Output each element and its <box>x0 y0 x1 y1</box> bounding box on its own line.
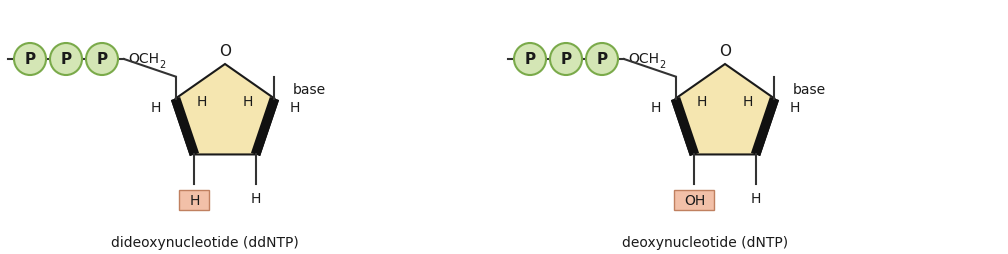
Text: H: H <box>150 100 160 114</box>
Circle shape <box>514 44 546 76</box>
Text: P: P <box>597 52 608 67</box>
Text: P: P <box>97 52 108 67</box>
Circle shape <box>86 44 118 76</box>
Text: 2: 2 <box>659 60 665 70</box>
FancyBboxPatch shape <box>674 191 715 211</box>
Polygon shape <box>675 65 774 155</box>
Text: P: P <box>560 52 572 67</box>
Text: deoxynucleotide (dNTP): deoxynucleotide (dNTP) <box>622 235 788 249</box>
Circle shape <box>14 44 46 76</box>
Text: P: P <box>24 52 35 67</box>
Text: H: H <box>750 192 761 206</box>
Text: H: H <box>250 192 261 206</box>
Polygon shape <box>675 65 774 155</box>
Text: OCH: OCH <box>128 52 159 66</box>
Text: H: H <box>197 94 207 108</box>
Text: base: base <box>792 82 826 96</box>
Text: base: base <box>292 82 326 96</box>
Circle shape <box>550 44 582 76</box>
Text: 2: 2 <box>159 60 165 70</box>
Text: OCH: OCH <box>628 52 659 66</box>
Text: H: H <box>789 100 799 114</box>
Text: H: H <box>289 100 299 114</box>
Polygon shape <box>175 65 274 155</box>
Text: H: H <box>650 100 660 114</box>
Text: dideoxynucleotide (ddNTP): dideoxynucleotide (ddNTP) <box>111 235 299 249</box>
Text: H: H <box>190 194 200 208</box>
Text: H: H <box>743 94 753 108</box>
Text: O: O <box>719 43 731 58</box>
Text: H: H <box>243 94 253 108</box>
Circle shape <box>50 44 82 76</box>
FancyBboxPatch shape <box>179 191 210 211</box>
Text: O: O <box>219 43 231 58</box>
Text: P: P <box>524 52 535 67</box>
Circle shape <box>586 44 618 76</box>
Text: H: H <box>697 94 707 108</box>
Text: OH: OH <box>683 194 705 208</box>
Text: P: P <box>60 52 72 67</box>
Polygon shape <box>175 65 274 155</box>
